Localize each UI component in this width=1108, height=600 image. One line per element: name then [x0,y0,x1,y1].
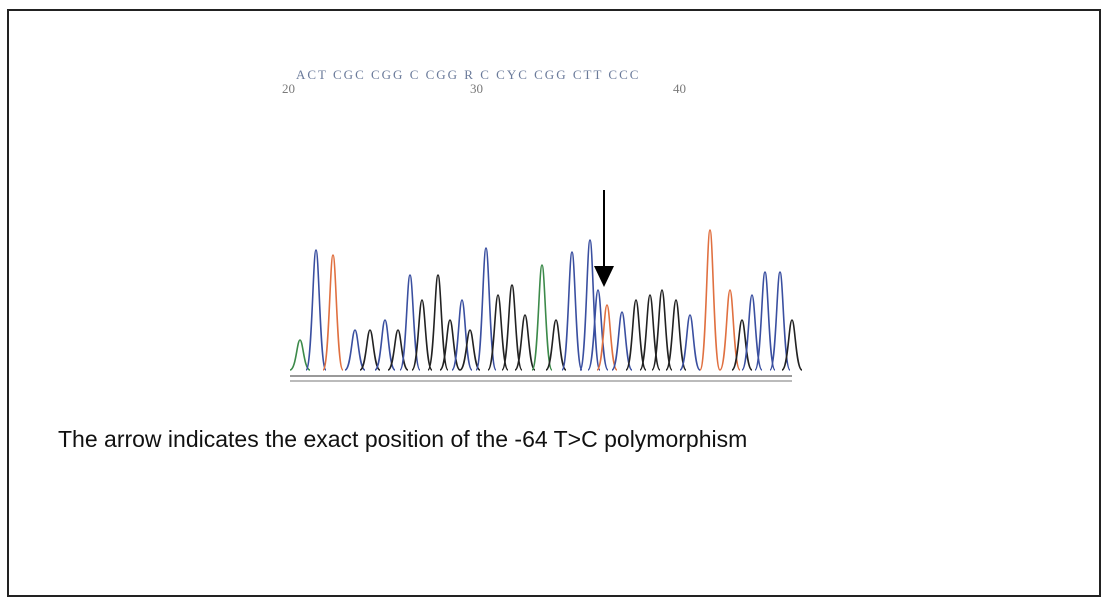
figure-frame [8,10,1100,596]
base-sequence: ACT CGC CGG C CGG R C CYC CGG CTT CCC [296,67,640,82]
position-label: 20 [282,81,295,96]
caption: The arrow indicates the exact position o… [58,426,747,452]
figure: ACT CGC CGG C CGG R C CYC CGG CTT CCC 20… [0,0,1108,600]
position-label: 30 [470,81,483,96]
position-label: 40 [673,81,686,96]
